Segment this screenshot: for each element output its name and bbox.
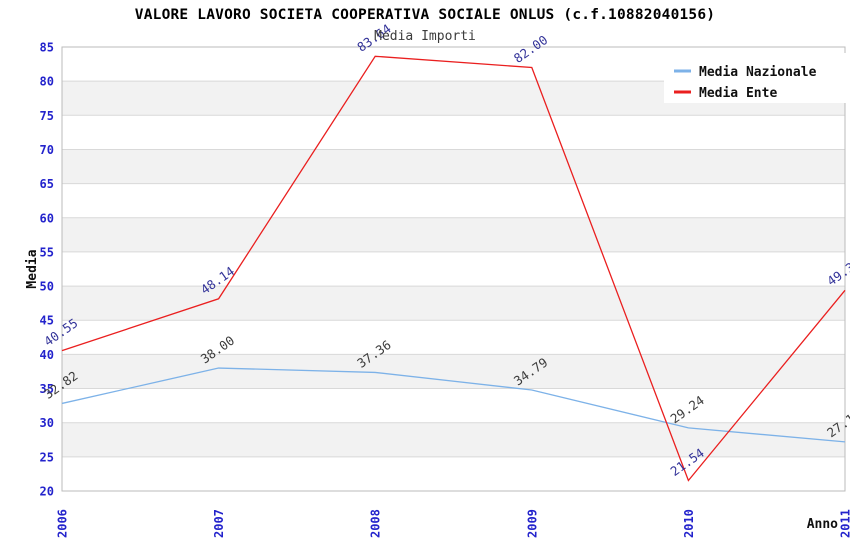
legend-box	[664, 53, 848, 103]
y-tick-label: 30	[40, 416, 54, 430]
series-line-media-ente	[61, 55, 846, 482]
data-label-media-ente: 82.00	[511, 32, 550, 66]
data-label-media-ente: 49.38	[824, 255, 850, 289]
series-line-media-nazionale	[61, 367, 846, 443]
x-tick-label: 2006	[56, 509, 70, 538]
y-tick-label: 65	[40, 177, 54, 191]
legend-label-media-nazionale: Media Nazionale	[699, 65, 817, 80]
x-tick-label: 2010	[682, 509, 696, 538]
y-tick-label: 70	[40, 143, 54, 157]
grid-band	[62, 422, 845, 457]
x-tick-label: 2008	[369, 509, 383, 538]
y-tick-label: 20	[40, 485, 54, 499]
y-axis-title: Media	[25, 249, 40, 288]
grid-band	[62, 286, 845, 321]
y-tick-label: 80	[40, 75, 54, 89]
chart-subtitle: Media Importi	[374, 29, 476, 44]
plot-area: 20 25 30 35 40 45 50 55 60 65 70 75 80 85 2006 2007 2008…	[40, 21, 850, 538]
y-tick-label: 85	[40, 41, 54, 55]
y-tick-label: 55	[40, 245, 54, 259]
y-tick-label: 25	[40, 450, 54, 464]
legend: Media Nazionale Media Ente	[664, 53, 848, 103]
plot-border	[61, 46, 846, 492]
y-tick-label: 35	[40, 382, 54, 396]
chart-title: VALORE LAVORO SOCIETA COOPERATIVA SOCIAL…	[135, 7, 715, 23]
y-tick-label: 45	[40, 314, 54, 328]
x-axis-title: Anno	[807, 517, 838, 532]
y-tick-label: 75	[40, 109, 54, 123]
y-tick-label: 60	[40, 211, 54, 225]
grid-band	[62, 354, 845, 389]
x-tick-label: 2011	[839, 509, 850, 538]
legend-label-media-ente: Media Ente	[699, 86, 777, 101]
grid-band	[62, 217, 845, 252]
grid-band	[62, 149, 845, 184]
y-tick-label: 50	[40, 280, 54, 294]
data-label-media-nazionale: 29.24	[668, 392, 707, 426]
y-tick-label: 40	[40, 348, 54, 362]
x-tick-label: 2007	[212, 509, 226, 538]
x-tick-label: 2009	[525, 509, 539, 538]
